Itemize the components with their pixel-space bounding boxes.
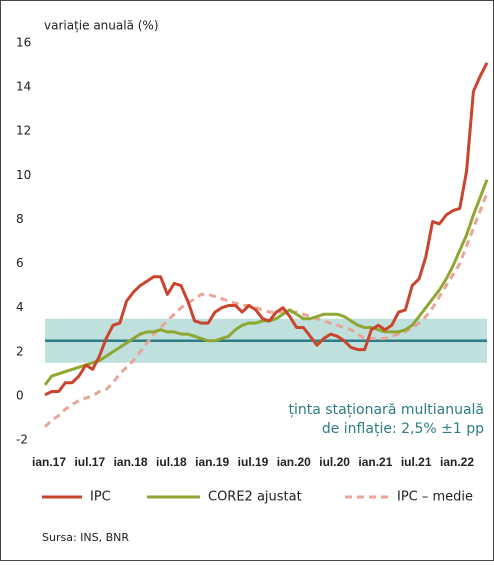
y-tick-label: 4 <box>16 300 24 314</box>
x-tick-label: ian.19 <box>195 455 229 469</box>
x-tick-label: iul.19 <box>238 455 269 469</box>
legend-label: IPC – medie <box>397 490 473 505</box>
x-tick-label: iul.20 <box>319 455 350 469</box>
y-tick-label: 10 <box>16 168 31 182</box>
x-tick-label: iul.17 <box>74 455 105 469</box>
legend-label: IPC <box>90 490 111 505</box>
target-annotation: ținta staționară multianuală <box>289 402 484 418</box>
x-tick-label: ian.20 <box>277 455 311 469</box>
legend-label: CORE2 ajustat <box>208 490 302 505</box>
x-tick-label: ian.18 <box>114 455 148 469</box>
x-tick-label: ian.21 <box>358 455 392 469</box>
y-tick-label: 16 <box>16 36 31 50</box>
y-tick-label: 2 <box>16 344 24 358</box>
series-line <box>44 62 489 397</box>
x-tick-label: iul.21 <box>401 455 432 469</box>
x-tick-label: ian.22 <box>440 455 474 469</box>
y-axis-label: variație anuală (%) <box>44 19 159 33</box>
source: Sursa: INS, BNR <box>42 531 129 544</box>
y-tick-label: 0 <box>16 388 24 402</box>
x-tick-label: ian.17 <box>32 455 66 469</box>
y-tick-label: 14 <box>16 80 31 94</box>
y-tick-label: 8 <box>16 212 24 226</box>
y-tick-label: 12 <box>16 124 31 138</box>
y-tick-label: 6 <box>16 256 24 270</box>
target-annotation: de inflație: 2,5% ±1 pp <box>322 421 484 437</box>
x-tick-label: iul.18 <box>156 455 187 469</box>
y-tick-label: -2 <box>16 433 28 447</box>
